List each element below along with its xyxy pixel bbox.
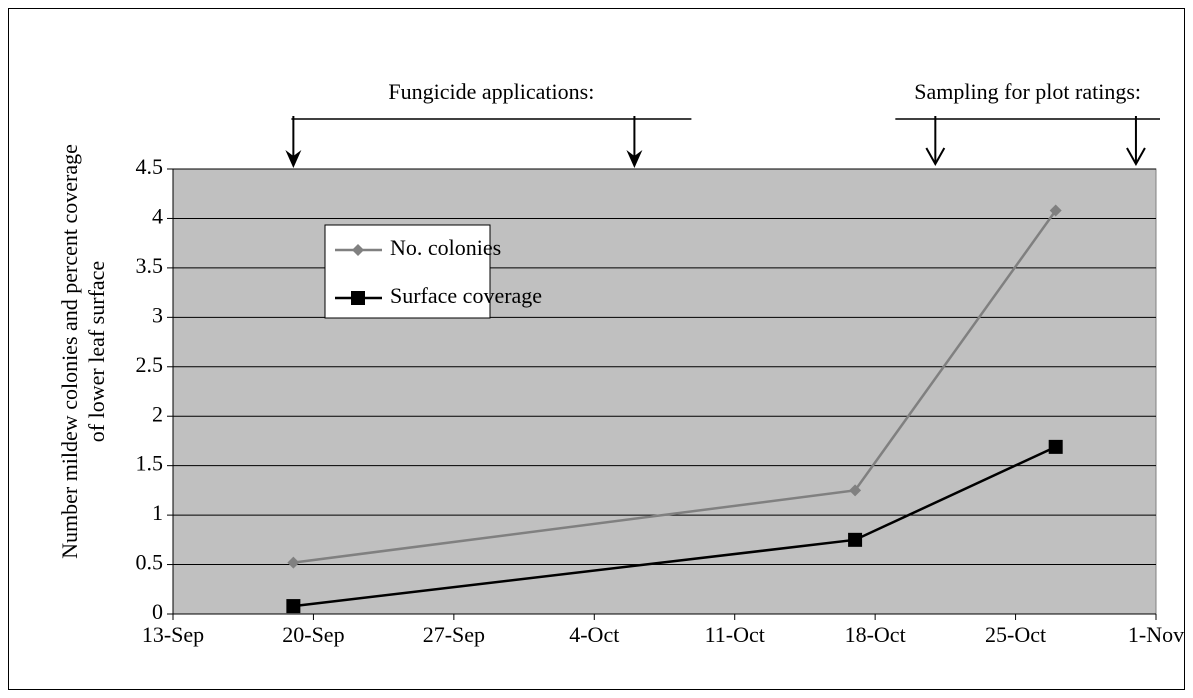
legend-marker [351, 291, 365, 305]
y-tick-label: 1 [152, 500, 163, 525]
x-tick-label: 1-Nov [1128, 622, 1184, 647]
x-tick-label: 20-Sep [282, 622, 344, 647]
y-tick-label: 4 [152, 203, 163, 228]
data-point [286, 599, 301, 614]
legend-label: No. colonies [390, 235, 501, 260]
y-tick-label: 2 [152, 401, 163, 426]
y-axis-label: of lower leaf surface [84, 261, 109, 442]
data-point [1048, 439, 1063, 454]
arrow-head [626, 150, 643, 168]
y-tick-label: 4.5 [136, 154, 164, 179]
arrow-head [285, 150, 302, 168]
arrow-head [1126, 147, 1146, 167]
y-tick-label: 2.5 [136, 352, 164, 377]
x-tick-label: 25-Oct [985, 622, 1046, 647]
x-tick-label: 13-Sep [142, 622, 204, 647]
legend-marker [352, 244, 364, 256]
annotation-label: Fungicide applications: [388, 79, 594, 104]
y-tick-label: 1.5 [136, 451, 164, 476]
y-tick-label: 0.5 [136, 550, 164, 575]
annotation-label: Sampling for plot ratings: [914, 79, 1141, 104]
arrow-head [925, 147, 946, 167]
y-axis-label: Number mildew colonies and percent cover… [57, 144, 82, 559]
plot-area [172, 168, 1157, 615]
y-tick-label: 0 [152, 599, 163, 624]
data-point [287, 556, 300, 569]
x-tick-label: 4-Oct [569, 622, 619, 647]
data-point [848, 532, 863, 547]
x-tick-label: 18-Oct [845, 622, 906, 647]
data-point [1049, 204, 1062, 217]
x-tick-label: 27-Sep [423, 622, 485, 647]
y-tick-label: 3.5 [136, 253, 164, 278]
x-tick-label: 11-Oct [705, 622, 765, 647]
data-point [849, 484, 862, 497]
legend-label: Surface coverage [390, 283, 542, 308]
y-tick-label: 3 [152, 302, 163, 327]
